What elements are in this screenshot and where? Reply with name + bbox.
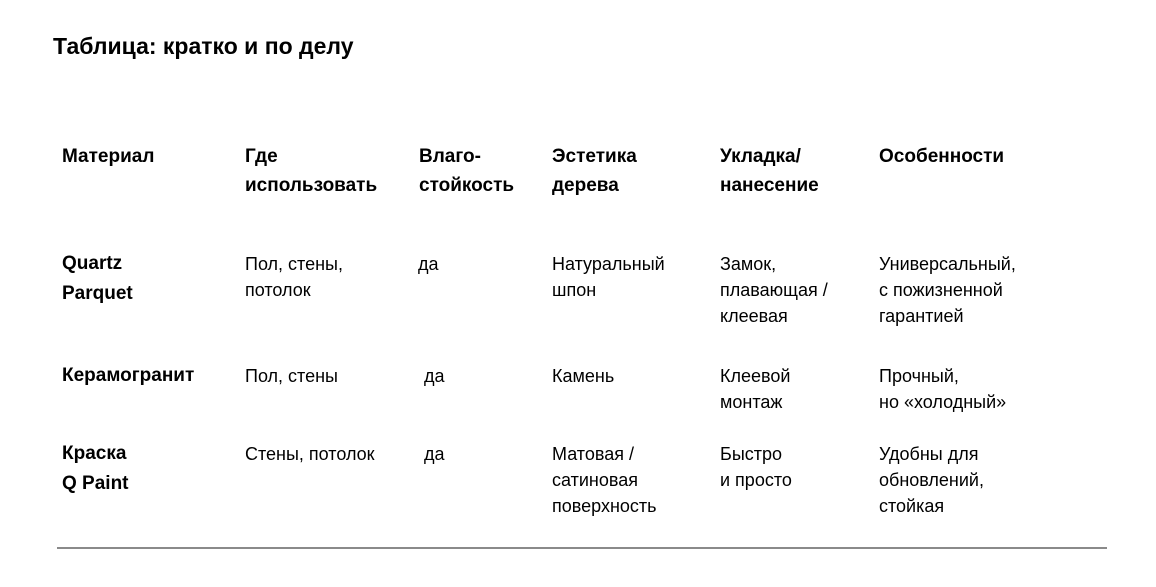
page-title: Таблица: кратко и по делу — [53, 33, 354, 59]
cell-aesthetics: Матовая / сатиновая поверхность — [552, 444, 657, 516]
cell-where: Пол, стены — [245, 366, 338, 386]
cell-material: Керамогранит — [62, 365, 195, 386]
header-features: Особенности — [879, 146, 1005, 167]
cell-features: Универсальный, с пожизненной гарантией — [879, 254, 1016, 326]
cell-aesthetics: Камень — [552, 366, 615, 386]
cell-installation: Замок, плавающая / клеевая — [720, 254, 828, 326]
cell-installation: Клеевой монтаж — [720, 366, 791, 412]
cell-features: Удобны для обновлений, стойкая — [879, 444, 984, 516]
cell-material: Краска Q Paint — [62, 443, 129, 494]
cell-moisture: да — [424, 366, 445, 386]
header-where: Где использовать — [245, 146, 378, 196]
cell-moisture: да — [418, 254, 439, 274]
cell-aesthetics: Натуральный шпон — [552, 254, 665, 300]
cell-installation: Быстро и просто — [720, 444, 792, 490]
header-material: Материал — [62, 146, 155, 167]
cell-where: Пол, стены, потолок — [245, 254, 343, 300]
bottom-divider — [57, 547, 1107, 549]
cell-features: Прочный, но «холодный» — [879, 366, 1007, 412]
cell-moisture: да — [424, 444, 445, 464]
cell-material: Quartz Parquet — [62, 253, 133, 304]
cell-where: Стены, потолок — [245, 444, 375, 464]
header-moisture: Влаго- стойкость — [419, 146, 515, 196]
header-aesthetics: Эстетика дерева — [552, 146, 637, 196]
header-installation: Укладка/ нанесение — [720, 146, 819, 196]
